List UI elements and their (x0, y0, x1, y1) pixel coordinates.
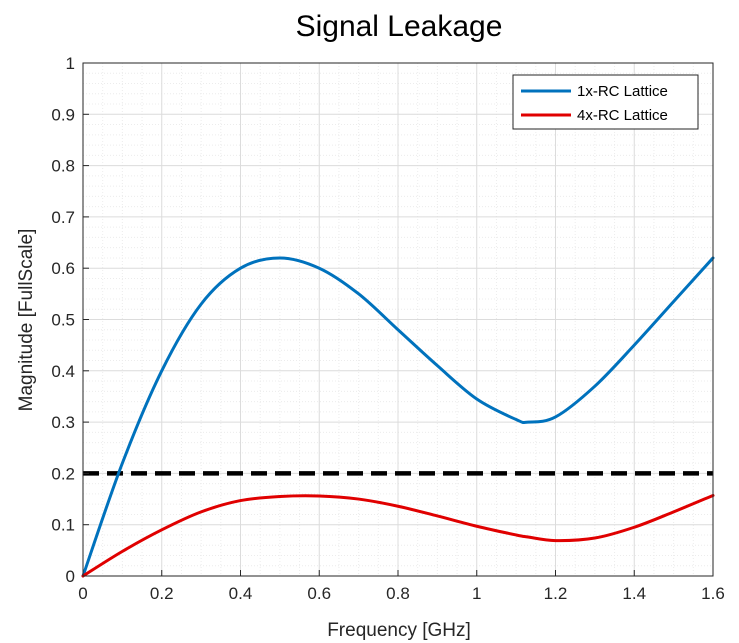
series-layer (81, 256, 715, 578)
y-tick-label: 0 (66, 567, 75, 586)
x-tick-label: 0.4 (229, 584, 253, 603)
major-grid (83, 63, 713, 576)
y-tick-label: 1 (66, 54, 75, 73)
x-axis-ticks: 0 0.2 0.4 0.6 0.8 1 1.2 1.4 1.6 (78, 570, 725, 603)
series-line-2 (81, 493, 715, 578)
x-tick-label: 0.2 (150, 584, 174, 603)
chart-title: Signal Leakage (296, 10, 503, 43)
x-tick-label: 0.6 (307, 584, 331, 603)
y-tick-label: 0.4 (51, 362, 75, 381)
y-axis-label: Magnitude [FullScale] (16, 229, 37, 412)
y-axis-ticks: 0 0.1 0.2 0.3 0.4 0.5 0.6 0.7 0.8 0.9 1 (51, 54, 89, 586)
x-tick-label: 1.6 (701, 584, 725, 603)
legend-label: 1x-RC Lattice (577, 83, 668, 100)
legend-box (512, 74, 699, 130)
legend: 1x-RC Lattice 4x-RC Lattice (512, 74, 699, 130)
y-tick-label: 0.1 (51, 516, 75, 535)
x-tick-label: 1.4 (622, 584, 646, 603)
y-tick-label: 0.2 (51, 464, 75, 483)
y-tick-label: 0.7 (51, 208, 75, 227)
x-tick-label: 0.8 (386, 584, 410, 603)
x-tick-label: 1 (472, 584, 481, 603)
y-tick-label: 0.8 (51, 157, 75, 176)
y-tick-label: 0.6 (51, 259, 75, 278)
x-axis-label: Frequency [GHz] (327, 620, 471, 641)
y-tick-label: 0.9 (51, 105, 75, 124)
series-line-1 (81, 256, 715, 578)
y-tick-label: 0.5 (51, 311, 75, 330)
legend-label: 4x-RC Lattice (577, 107, 668, 124)
x-tick-label: 1.2 (544, 584, 568, 603)
x-tick-label: 0 (78, 584, 87, 603)
y-tick-label: 0.3 (51, 413, 75, 432)
